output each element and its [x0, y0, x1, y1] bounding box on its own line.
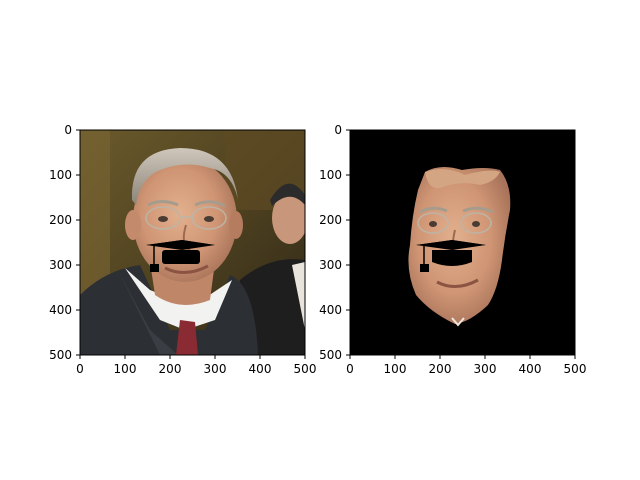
graduation-cap-icon	[146, 240, 215, 272]
y-axis-right: 0 100 200 300 400 500	[319, 123, 350, 362]
y-tick-label: 400	[319, 303, 342, 317]
y-tick-label: 500	[319, 348, 342, 362]
x-tick-label: 100	[114, 362, 137, 376]
y-tick-label: 400	[49, 303, 72, 317]
y-tick-label: 100	[49, 168, 72, 182]
x-tick-label: 0	[76, 362, 84, 376]
x-tick-label: 400	[519, 362, 542, 376]
panel-masked-face: 0 100 200 300 400 500 0 100 200 300 400 500	[319, 123, 586, 376]
x-tick-label: 500	[564, 362, 587, 376]
x-tick-label: 0	[346, 362, 354, 376]
x-axis-left: 0 100 200 300 400 500	[76, 355, 316, 376]
x-tick-label: 400	[249, 362, 272, 376]
original-photo	[80, 130, 305, 355]
x-tick-label: 300	[204, 362, 227, 376]
y-tick-label: 0	[334, 123, 342, 137]
x-tick-label: 300	[474, 362, 497, 376]
x-tick-label: 100	[384, 362, 407, 376]
y-tick-label: 300	[49, 258, 72, 272]
y-tick-label: 300	[319, 258, 342, 272]
y-tick-label: 500	[49, 348, 72, 362]
graduation-cap-icon	[416, 240, 486, 272]
y-tick-label: 0	[64, 123, 72, 137]
y-tick-label: 200	[49, 213, 72, 227]
x-tick-label: 500	[294, 362, 317, 376]
x-axis-right: 0 100 200 300 400 500	[346, 355, 586, 376]
y-tick-label: 200	[319, 213, 342, 227]
panel-original: 0 100 200 300 400 500 0 100 200 300 400 500	[49, 123, 316, 376]
x-tick-label: 200	[159, 362, 182, 376]
x-tick-label: 200	[429, 362, 452, 376]
y-tick-label: 100	[319, 168, 342, 182]
axes-frame-right	[349, 129, 576, 356]
axes-frame-left	[79, 129, 306, 356]
y-axis-left: 0 100 200 300 400 500	[49, 123, 80, 362]
